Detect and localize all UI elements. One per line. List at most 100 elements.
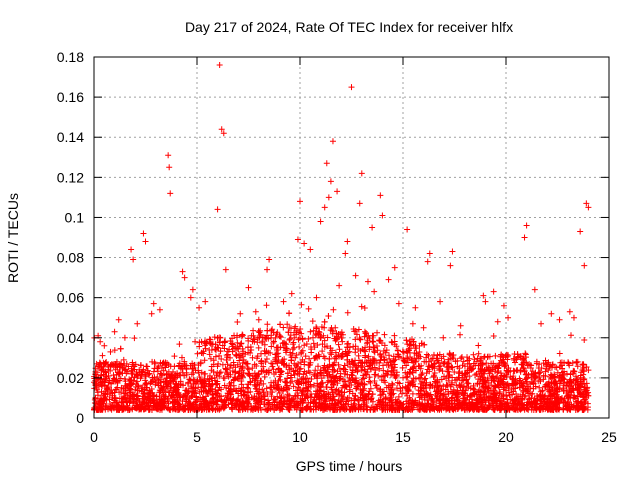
data-point xyxy=(550,380,557,387)
data-point xyxy=(293,352,300,359)
data-point xyxy=(557,372,564,379)
data-point xyxy=(197,360,204,367)
data-point xyxy=(232,369,239,376)
data-point xyxy=(272,354,279,361)
data-point xyxy=(490,288,497,295)
data-point xyxy=(345,378,352,385)
data-point xyxy=(218,386,225,393)
data-point xyxy=(321,406,328,413)
data-point xyxy=(474,355,481,362)
data-point xyxy=(314,380,321,387)
data-point xyxy=(523,222,530,229)
data-point xyxy=(167,190,174,197)
data-point xyxy=(319,341,326,348)
data-point xyxy=(583,200,590,207)
data-point xyxy=(178,354,185,361)
data-point xyxy=(446,371,453,378)
data-point xyxy=(233,397,240,404)
data-point xyxy=(335,397,342,404)
data-point xyxy=(389,369,396,376)
data-point xyxy=(533,358,540,365)
data-point xyxy=(331,396,338,403)
data-point xyxy=(101,360,108,367)
data-point xyxy=(510,388,517,395)
data-point xyxy=(408,336,415,343)
data-point xyxy=(303,340,310,347)
data-point xyxy=(400,356,407,363)
data-point xyxy=(495,368,502,375)
data-point xyxy=(533,406,540,413)
data-point xyxy=(428,395,435,402)
data-point xyxy=(152,381,159,388)
data-point xyxy=(527,364,534,371)
data-point xyxy=(383,347,390,354)
data-point xyxy=(332,374,339,381)
data-point xyxy=(478,396,485,403)
data-point xyxy=(302,353,309,360)
data-point xyxy=(253,394,260,401)
data-point xyxy=(580,392,587,399)
data-point xyxy=(377,388,384,395)
data-point xyxy=(236,401,243,408)
data-point xyxy=(122,395,129,402)
data-point xyxy=(566,308,573,315)
data-point xyxy=(392,400,399,407)
data-point xyxy=(402,406,409,413)
data-point xyxy=(436,367,443,374)
x-tick-label: 5 xyxy=(193,429,201,445)
data-point xyxy=(498,351,505,358)
data-point xyxy=(277,321,284,328)
data-point xyxy=(495,394,502,401)
data-point xyxy=(358,170,365,177)
data-point xyxy=(492,364,499,371)
data-point xyxy=(370,338,377,345)
data-point xyxy=(143,381,150,388)
data-point xyxy=(388,387,395,394)
data-point xyxy=(133,378,140,385)
data-point xyxy=(231,345,238,352)
data-point xyxy=(336,375,343,382)
data-point xyxy=(118,398,125,405)
data-point xyxy=(157,388,164,395)
data-point xyxy=(567,388,574,395)
data-point xyxy=(98,405,105,412)
data-point xyxy=(515,406,521,413)
data-point xyxy=(207,400,214,407)
data-point xyxy=(563,390,570,397)
data-point xyxy=(313,332,320,339)
data-point xyxy=(396,354,403,361)
data-point xyxy=(264,266,271,273)
data-point xyxy=(97,338,104,345)
data-point xyxy=(214,206,221,213)
data-point xyxy=(519,395,526,402)
data-point xyxy=(175,400,182,407)
data-point xyxy=(447,262,454,269)
data-point xyxy=(286,324,293,331)
data-point xyxy=(406,341,413,348)
data-point xyxy=(179,268,186,275)
data-point xyxy=(181,358,188,365)
data-point xyxy=(574,393,581,400)
data-point xyxy=(94,406,101,413)
data-point xyxy=(111,399,118,406)
data-point xyxy=(488,360,495,367)
data-point xyxy=(325,390,332,397)
data-point xyxy=(154,374,161,381)
y-axis-label: ROTI / TECUs xyxy=(5,193,21,283)
data-point xyxy=(279,340,286,347)
data-point xyxy=(561,395,568,402)
data-point xyxy=(296,335,303,342)
data-point xyxy=(214,363,221,370)
data-point xyxy=(388,364,395,371)
data-point xyxy=(221,398,228,405)
data-point xyxy=(371,288,378,295)
data-point xyxy=(445,377,452,384)
data-point xyxy=(255,316,262,323)
data-point xyxy=(335,391,342,398)
data-point xyxy=(460,395,467,402)
data-point xyxy=(470,406,477,413)
data-point xyxy=(268,360,275,367)
data-point xyxy=(227,354,234,361)
data-point xyxy=(297,365,304,372)
data-point xyxy=(319,348,326,355)
